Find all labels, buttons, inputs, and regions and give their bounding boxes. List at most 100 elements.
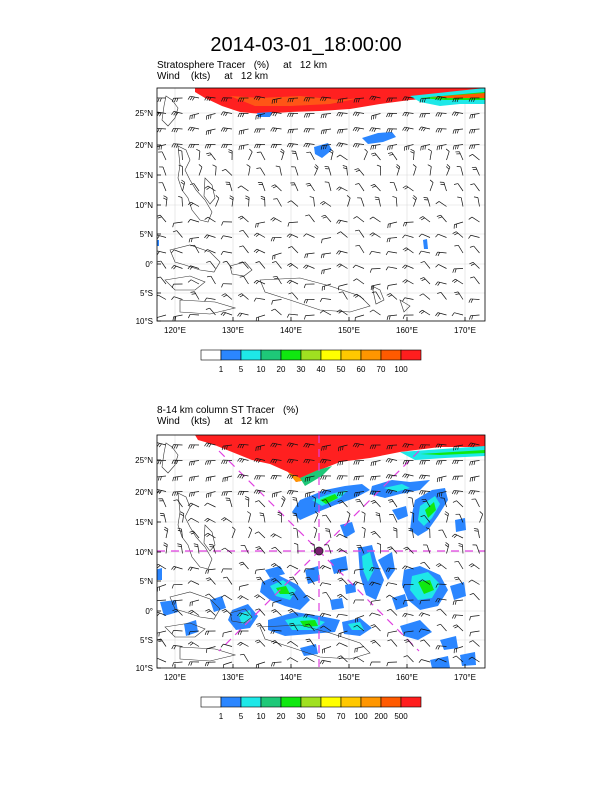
lon-tick-label: 120°E — [164, 673, 186, 682]
wind-barb — [171, 630, 183, 635]
wind-barb — [436, 608, 447, 616]
wind-barb — [369, 309, 381, 316]
wind-barb — [272, 252, 282, 260]
wind-barb — [157, 442, 167, 448]
wind-barb — [205, 113, 216, 120]
wind-barb — [220, 127, 233, 133]
wind-barb — [452, 500, 464, 508]
wind-barb — [188, 237, 200, 243]
wind-barb — [402, 489, 414, 495]
wind-barb — [473, 528, 480, 539]
lon-tick-label: 140°E — [280, 326, 302, 335]
wind-barb — [204, 442, 216, 448]
wind-barb — [177, 149, 183, 161]
wind-barb — [260, 195, 266, 207]
wind-barb — [196, 148, 201, 161]
wind-barb — [452, 128, 464, 134]
wind-barb — [237, 473, 249, 479]
panel1-label-line1: Stratosphere Tracer (%) at 12 km — [157, 60, 328, 71]
wind-barb — [163, 195, 168, 207]
wind-barb — [319, 489, 332, 495]
wind-barb — [451, 533, 464, 539]
wind-barb — [157, 564, 167, 570]
wind-barb — [292, 512, 299, 523]
wind-barb — [220, 235, 233, 240]
wind-barb — [440, 497, 447, 508]
wind-barb — [222, 661, 233, 668]
wind-barb — [386, 594, 398, 601]
wind-barb — [280, 148, 285, 161]
panel1-tracer-orange-speckle — [230, 96, 360, 106]
panel2-axis-ticks: 120°E 130°E 140°E 150°E 160°E 170°E 25°N 20°N 15… — [135, 456, 476, 682]
wind-barb — [409, 511, 415, 523]
wind-barb — [353, 293, 365, 300]
colorbar-swatch — [380, 696, 402, 708]
lon-tick-label: 140°E — [280, 673, 302, 682]
wind-barb — [305, 638, 315, 647]
wind-barb — [402, 96, 414, 102]
wind-barb — [353, 568, 365, 575]
wind-barb — [337, 500, 348, 508]
wind-barb — [419, 113, 431, 118]
lat-tick-label: 15°N — [135, 518, 153, 527]
wind-barb — [239, 653, 249, 663]
colorbar-swatch — [280, 349, 302, 361]
wind-barb — [452, 459, 464, 465]
panel2-label: 8-14 km column ST Tracer (%) Wind (kts) … — [157, 405, 299, 427]
wind-barb — [370, 531, 381, 539]
wind-barb — [452, 599, 464, 605]
colorbar-label: 10 — [257, 365, 266, 374]
wind-barb — [468, 234, 480, 239]
wind-barb — [337, 444, 348, 452]
wind-barb — [188, 491, 200, 497]
wind-barb — [386, 608, 398, 616]
wind-barb — [435, 128, 447, 133]
wind-barb — [253, 279, 266, 285]
wind-barb — [418, 612, 431, 617]
wind-barb — [456, 166, 464, 176]
lat-tick-label: 5°S — [140, 636, 153, 645]
wind-barb — [237, 443, 249, 449]
wind-barb — [468, 442, 480, 448]
wind-barb — [402, 111, 414, 117]
wind-barb — [369, 612, 381, 617]
wind-barb — [470, 183, 480, 192]
wind-barb — [228, 149, 233, 161]
panel2-label-line1: 8-14 km column ST Tracer (%) — [157, 405, 299, 416]
wind-barb — [369, 581, 381, 586]
wind-barb — [369, 216, 381, 223]
wind-barb — [204, 297, 216, 302]
wind-barb — [352, 126, 365, 132]
wind-barb — [157, 599, 167, 602]
wind-barb — [271, 308, 282, 316]
wind-barb — [190, 291, 200, 300]
colorbar-swatch — [200, 696, 222, 708]
wind-barb — [277, 511, 282, 523]
wind-barb — [435, 443, 447, 449]
wind-barb — [221, 97, 233, 102]
wind-barb — [231, 526, 236, 539]
wind-barb — [455, 513, 464, 523]
wind-barb — [305, 623, 315, 632]
wind-barb — [389, 182, 398, 192]
wind-barb — [427, 148, 432, 161]
wind-barb — [204, 661, 216, 667]
wind-barb — [305, 576, 315, 585]
wind-barb — [189, 530, 200, 539]
wind-barb — [363, 148, 368, 161]
wind-barb — [247, 511, 251, 523]
wind-barb — [337, 577, 348, 585]
wind-barb — [255, 546, 266, 554]
wind-barb — [221, 568, 233, 573]
wind-barb — [172, 608, 183, 616]
wind-barb — [255, 576, 266, 585]
wind-barb — [270, 533, 282, 539]
wind-barb — [469, 630, 480, 637]
wind-barb — [321, 237, 332, 244]
wind-barb — [370, 144, 381, 150]
wind-barb — [370, 639, 381, 647]
wind-barb — [325, 528, 332, 539]
panel1-coastlines — [161, 95, 411, 315]
wind-barb — [290, 182, 299, 192]
wind-barb — [158, 182, 167, 192]
